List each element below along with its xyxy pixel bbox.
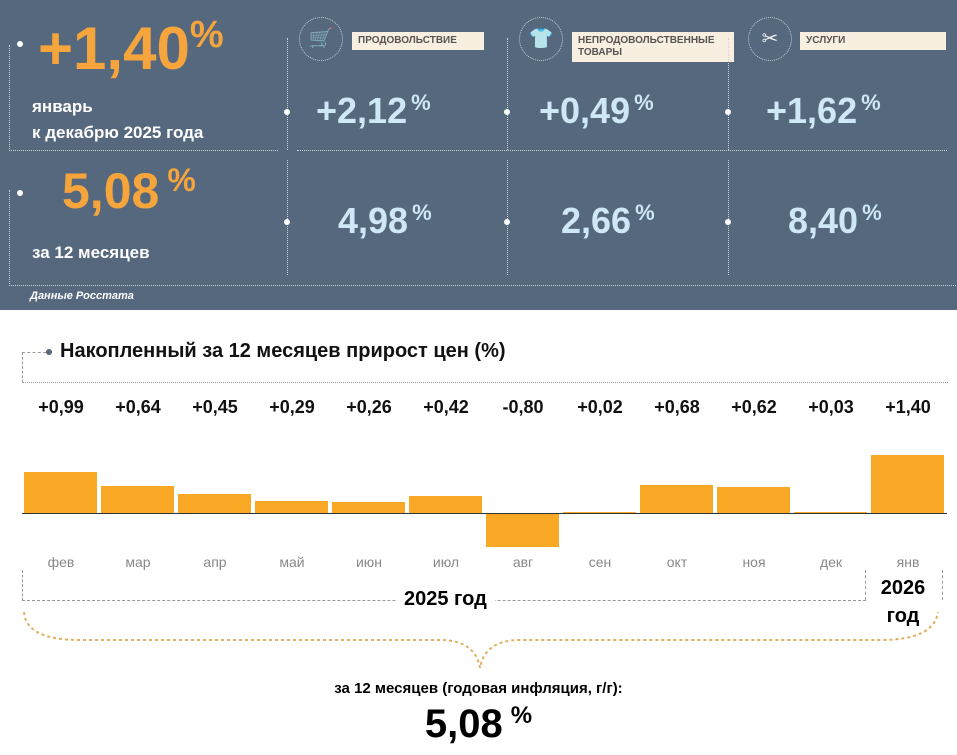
annual-caption: за 12 месяцев	[32, 243, 150, 262]
month-label: май	[279, 554, 305, 570]
year-2025-label: 2025 год	[396, 588, 495, 611]
bar-май	[255, 500, 328, 513]
bar-авг	[486, 514, 559, 548]
value-label: +0,02	[577, 397, 623, 417]
month-label: фев	[47, 554, 75, 570]
summary-panel: +1,40% январь к декабрю 2025 года 5,08% з…	[0, 0, 957, 310]
month-label: апр	[203, 554, 227, 570]
bar-июн	[332, 502, 405, 513]
bar-ноя	[717, 487, 790, 513]
value-label: +0,26	[346, 397, 392, 417]
monthly-chart: Накопленный за 12 месяцев прирост цен (%…	[0, 330, 957, 755]
month-label: окт	[666, 554, 688, 570]
value-label: +0,62	[731, 397, 777, 417]
month-label: июн	[355, 554, 383, 570]
value-label: +1,40	[885, 397, 931, 417]
footer-caption: за 12 месяцев (годовая инфляция, г/г):	[334, 680, 623, 697]
bar-сен	[563, 512, 636, 513]
monthly-inflation: +1,40%	[38, 14, 224, 82]
month-label: мар	[125, 554, 151, 570]
value-label: +0,42	[423, 397, 469, 417]
zero-line	[22, 513, 947, 514]
value-label: +0,64	[115, 397, 161, 417]
monthly-caption: январь к декабрю 2025 года	[32, 97, 204, 142]
footer-value: 5,08%	[424, 702, 533, 746]
bar-фев	[24, 471, 97, 513]
bar-окт	[640, 484, 713, 513]
value-label: +0,03	[808, 397, 854, 417]
chart-title: Накопленный за 12 месяцев прирост цен (%…	[60, 340, 506, 362]
month-label: янв	[896, 554, 920, 570]
month-label: авг	[512, 554, 534, 570]
annual-inflation: 5,08%	[62, 162, 196, 219]
bar-янв	[871, 454, 944, 513]
month-label: ноя	[742, 554, 766, 570]
bar-мар	[101, 486, 174, 513]
value-label: +0,45	[192, 397, 238, 417]
month-label: сен	[588, 554, 612, 570]
month-label: дек	[819, 554, 843, 570]
value-label: +0,29	[269, 397, 315, 417]
scissors-icon: ✂	[748, 17, 792, 61]
brace	[23, 611, 939, 669]
value-label: -0,80	[502, 397, 544, 417]
value-label: +0,68	[654, 397, 700, 417]
bar-июл	[409, 495, 482, 513]
bar-дек	[794, 511, 867, 513]
bar-апр	[178, 494, 251, 513]
clothing-icon: 👕	[519, 17, 563, 61]
source-note: Данные Росстата	[30, 290, 134, 302]
month-label: июл	[432, 554, 460, 570]
shopping-cart-icon: 🛒	[299, 17, 343, 61]
year-2026-label: 2026 год	[870, 574, 936, 630]
value-label: +0,99	[38, 397, 84, 417]
